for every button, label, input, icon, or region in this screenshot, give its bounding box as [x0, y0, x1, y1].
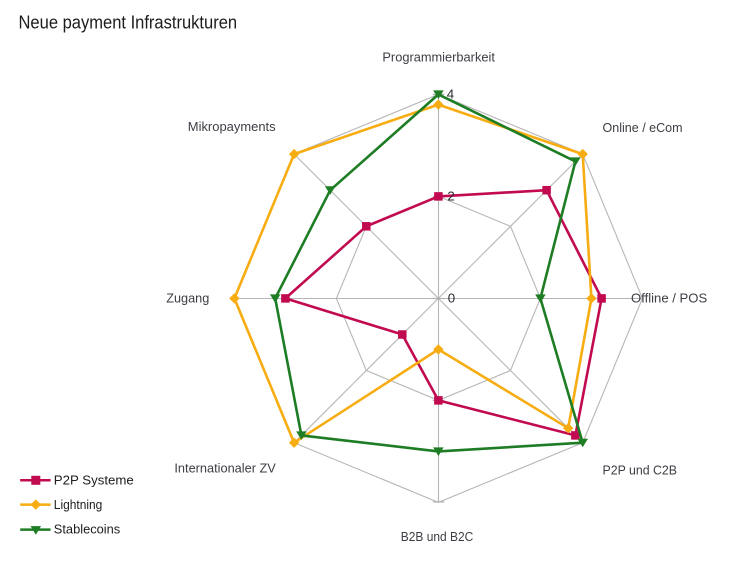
- svg-text:Zugang: Zugang: [166, 290, 209, 305]
- svg-text:4: 4: [447, 87, 454, 102]
- svg-text:Internationaler ZV: Internationaler ZV: [174, 461, 276, 476]
- svg-text:Programmierbarkeit: Programmierbarkeit: [382, 50, 495, 65]
- svg-text:B2B und B2C: B2B und B2C: [401, 529, 474, 544]
- svg-text:Online / eCom: Online / eCom: [603, 120, 683, 135]
- svg-text:Neue payment Infrastrukturen: Neue payment Infrastrukturen: [19, 13, 238, 34]
- svg-text:Stablecoins: Stablecoins: [54, 522, 121, 537]
- svg-text:Offline / POS: Offline / POS: [631, 290, 707, 305]
- svg-text:Mikropayments: Mikropayments: [188, 119, 276, 134]
- svg-text:P2P und C2B: P2P und C2B: [603, 462, 678, 477]
- svg-text:P2P Systeme: P2P Systeme: [54, 473, 134, 488]
- svg-text:0: 0: [448, 291, 455, 306]
- svg-text:2: 2: [447, 188, 454, 203]
- svg-text:Lightning: Lightning: [54, 497, 103, 512]
